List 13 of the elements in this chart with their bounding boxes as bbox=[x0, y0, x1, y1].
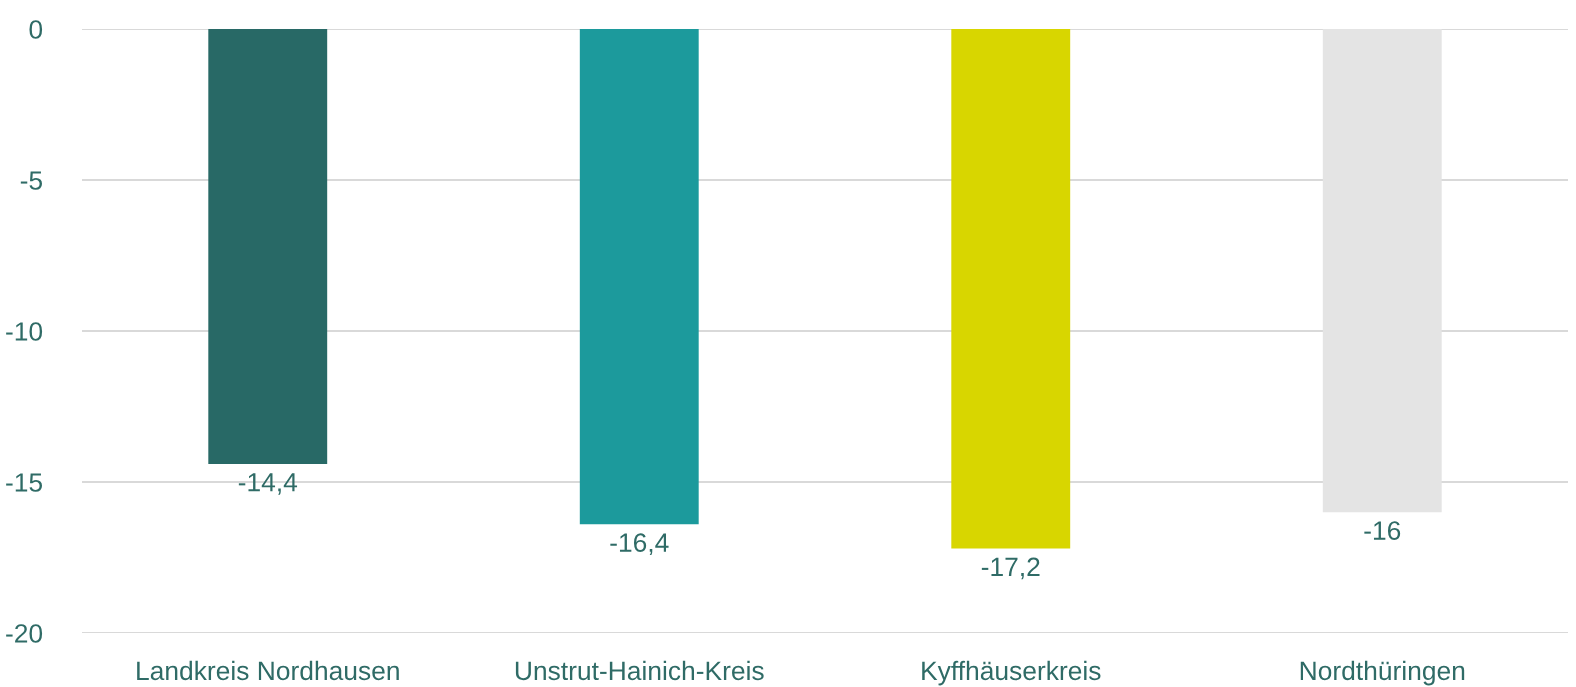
y-tick-label: -15 bbox=[6, 473, 43, 492]
y-tick-label: -20 bbox=[6, 624, 43, 643]
x-tick-label: Kyffhäuserkreis bbox=[922, 660, 1101, 686]
data-label: -17,2 bbox=[981, 557, 1040, 580]
data-label: -16,4 bbox=[610, 533, 669, 556]
x-tick-label: Landkreis Nordhausen bbox=[137, 660, 399, 681]
y-tick-label: -10 bbox=[6, 322, 43, 341]
y-tick-label: 0 bbox=[29, 20, 43, 39]
x-tick-label: Unstrut-Hainich-Kreis bbox=[515, 660, 764, 681]
data-label: -14,4 bbox=[238, 473, 298, 495]
data-label: -16 bbox=[1364, 521, 1401, 540]
x-tick-label: Nordthüringen bbox=[1300, 660, 1465, 686]
y-tick-label: -5 bbox=[20, 171, 43, 190]
